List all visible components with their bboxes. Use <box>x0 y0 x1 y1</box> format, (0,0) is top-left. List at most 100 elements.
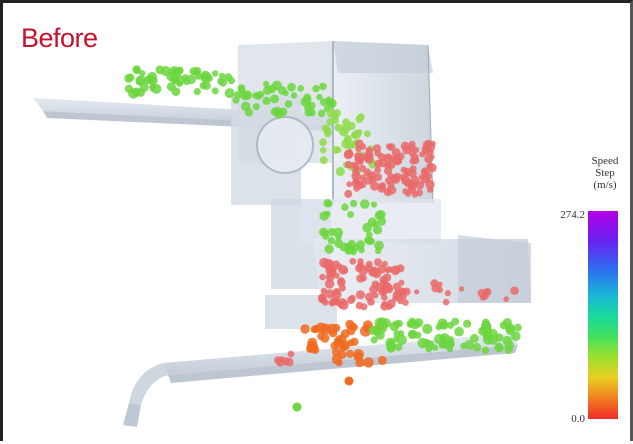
particle <box>400 166 407 174</box>
particle <box>356 262 365 270</box>
particle <box>335 167 345 177</box>
particle <box>307 343 318 353</box>
particle <box>332 260 340 268</box>
legend-title-line: Step <box>595 167 615 179</box>
particle <box>355 145 362 153</box>
particle <box>392 282 401 291</box>
particle <box>502 335 512 346</box>
particle <box>300 324 310 334</box>
particle <box>374 240 384 251</box>
particle <box>363 130 371 138</box>
particle <box>326 118 334 126</box>
particle <box>431 284 440 293</box>
particle <box>199 81 207 90</box>
particle <box>341 123 351 133</box>
particle <box>356 129 363 136</box>
particle <box>324 244 334 254</box>
particle <box>341 342 349 350</box>
particle <box>320 147 327 154</box>
particle <box>422 171 432 181</box>
particle <box>422 323 433 334</box>
particle <box>287 350 295 358</box>
particle <box>463 319 472 328</box>
particle <box>395 319 404 328</box>
particle <box>252 103 260 111</box>
particle <box>218 72 226 80</box>
particle <box>386 344 396 353</box>
particle <box>224 88 235 99</box>
speed-color-bar <box>588 211 618 419</box>
particle <box>224 73 233 82</box>
particle <box>331 146 340 154</box>
particle <box>329 329 338 338</box>
particle <box>414 318 424 328</box>
particle <box>324 279 335 289</box>
particle <box>427 163 437 173</box>
legend-title: Speed Step (m/s) <box>577 155 633 191</box>
particle <box>346 181 353 188</box>
particle <box>133 67 141 75</box>
particle <box>477 289 486 298</box>
particle <box>219 78 228 87</box>
particle <box>400 141 410 151</box>
particle <box>155 65 165 75</box>
particle <box>347 339 355 347</box>
particle <box>365 231 373 239</box>
particle <box>382 273 392 282</box>
particle <box>263 80 270 87</box>
particle <box>287 82 296 92</box>
particle <box>386 143 393 150</box>
particle <box>334 239 344 248</box>
particle <box>344 189 353 198</box>
particle <box>353 185 360 192</box>
legend-title-line: (m/s) <box>593 179 617 191</box>
particle <box>367 298 375 306</box>
legend-max-value: 274.2 <box>560 209 585 221</box>
particle <box>384 166 393 175</box>
particle <box>402 299 409 306</box>
particle <box>401 176 411 186</box>
particle <box>363 357 374 368</box>
particle <box>370 181 380 191</box>
particle <box>369 285 378 294</box>
particle <box>488 328 498 338</box>
particle <box>396 264 405 273</box>
particle <box>337 350 347 360</box>
particle <box>285 357 294 367</box>
particle <box>244 108 254 117</box>
particle <box>402 188 409 195</box>
particle <box>312 85 320 93</box>
particle <box>397 298 404 305</box>
particle <box>368 325 378 335</box>
particle <box>481 323 492 333</box>
particle <box>408 144 416 152</box>
particle <box>381 260 388 267</box>
particle <box>257 90 265 98</box>
particle <box>464 340 474 350</box>
particle <box>175 66 184 75</box>
particle <box>344 160 353 169</box>
particle <box>319 82 327 91</box>
particle <box>409 165 417 172</box>
particle <box>355 154 364 163</box>
particle <box>212 70 219 77</box>
particle <box>451 317 460 326</box>
particle <box>378 323 388 333</box>
particle <box>320 333 330 343</box>
particle <box>359 164 367 172</box>
particle <box>374 159 383 169</box>
legend-min-value: 0.0 <box>571 413 585 425</box>
particle <box>124 74 134 83</box>
particle <box>513 323 522 332</box>
particle <box>425 345 433 353</box>
particle <box>422 338 431 348</box>
particle <box>458 286 465 292</box>
particle <box>327 236 336 245</box>
particle <box>270 107 279 116</box>
particle <box>351 178 361 189</box>
particle <box>374 258 382 267</box>
legend-title-line: Speed <box>591 155 619 167</box>
particle <box>344 376 354 386</box>
particle <box>333 288 340 295</box>
particle <box>483 335 493 345</box>
